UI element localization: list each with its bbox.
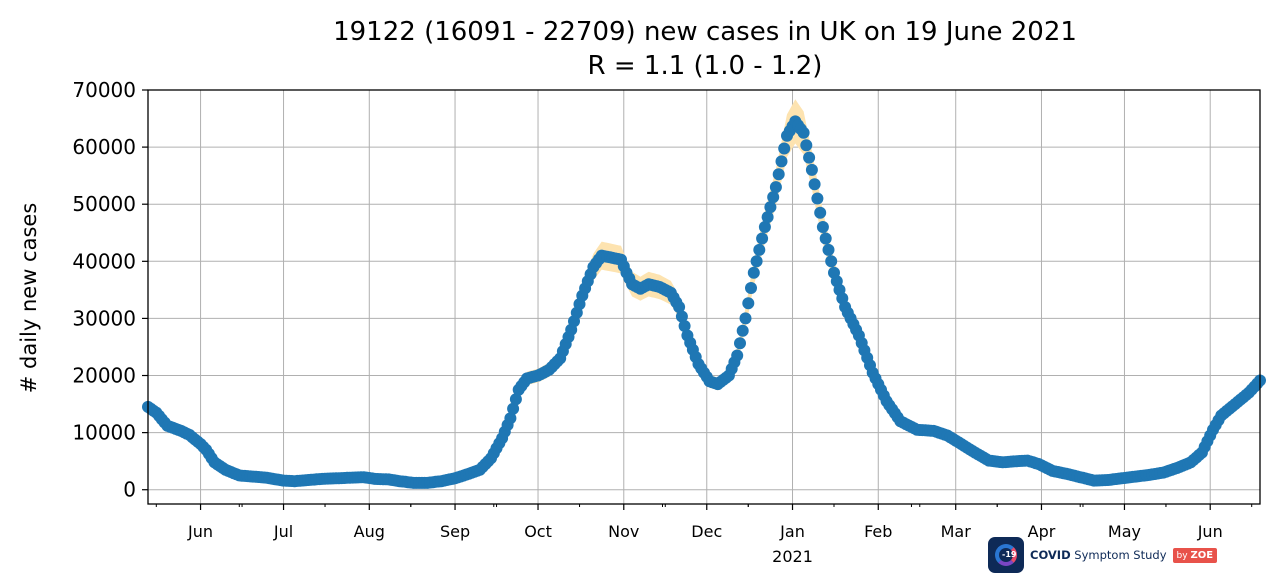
data-point	[509, 393, 522, 406]
y-tick-label: 50000	[72, 192, 136, 216]
y-tick-label: 30000	[72, 306, 136, 330]
data-point	[756, 232, 769, 245]
y-tick-label: 20000	[72, 364, 136, 388]
data-points	[142, 115, 1266, 489]
data-point	[822, 243, 835, 256]
data-point	[814, 206, 827, 219]
data-point	[731, 349, 744, 362]
data-point	[758, 221, 771, 233]
data-point	[778, 142, 791, 155]
data-point	[797, 126, 810, 139]
plot-frame	[147, 89, 1261, 505]
y-tick-label: 40000	[72, 249, 136, 273]
x-tick-label: Sep	[440, 522, 470, 541]
confidence-band-area	[148, 99, 1260, 486]
confidence-band	[148, 99, 1260, 486]
covid-logo-icon: -19	[988, 537, 1024, 573]
x-axis: Jun Jul Aug Sep Oct Nov Dec Jan Feb Mar Apr May Jun	[155, 504, 1253, 541]
data-point	[761, 211, 774, 224]
logo-by-badge: by ZOE	[1172, 547, 1218, 563]
data-point	[750, 255, 763, 268]
y-axis-label: # daily new cases	[17, 203, 41, 394]
data-point	[764, 201, 777, 214]
data-point	[675, 310, 688, 323]
data-point	[825, 255, 838, 268]
logo-brand-rest: Symptom Study	[1074, 548, 1167, 562]
covid-symptom-study-logo: -19 COVID Symptom Study by ZOE	[988, 536, 1218, 574]
data-point	[819, 232, 832, 245]
grid	[148, 89, 1260, 504]
x-tick-label: Nov	[608, 522, 639, 541]
logo-by-text: by	[1176, 550, 1188, 561]
data-point	[811, 192, 824, 205]
logo-icon-text: -19	[1002, 550, 1017, 559]
data-point	[767, 191, 780, 204]
x-tick-label: Jun	[187, 522, 213, 541]
data-point	[745, 282, 757, 294]
x-tick-label: Jun	[1197, 522, 1223, 541]
data-point	[769, 181, 782, 194]
data-point	[678, 320, 691, 332]
x-tick-label: May	[1108, 522, 1141, 541]
y-tick-label: 70000	[72, 78, 136, 102]
data-point	[504, 412, 517, 425]
data-point	[742, 297, 755, 310]
data-point	[803, 151, 816, 164]
data-point	[753, 243, 766, 256]
data-point	[808, 178, 821, 191]
data-point	[772, 168, 785, 181]
y-axis: 0 10000 20000 30000 40000 50000 60000 70000	[72, 78, 148, 502]
data-point	[734, 337, 746, 350]
x-tick-label: Aug	[354, 522, 385, 541]
x-tick-label: Feb	[864, 522, 892, 541]
data-point	[800, 139, 813, 152]
x-tick-label: Jul	[273, 522, 293, 541]
x-tick-label: Mar	[941, 522, 972, 541]
data-point	[507, 402, 520, 415]
logo-text: COVID Symptom Study	[1030, 548, 1167, 562]
y-tick-label: 0	[123, 478, 136, 502]
data-point	[736, 324, 749, 337]
year-label: 2021	[772, 547, 813, 566]
x-tick-label: Jan	[779, 522, 805, 541]
chart-subtitle: R = 1.1 (1.0 - 1.2)	[588, 51, 823, 81]
y-tick-label: 10000	[72, 421, 136, 445]
x-tick-label: Apr	[1028, 522, 1056, 541]
data-point	[775, 155, 788, 168]
data-point	[739, 312, 752, 325]
x-tick-label: Dec	[691, 522, 722, 541]
data-point	[805, 163, 818, 176]
chart-title: 19122 (16091 - 22709) new cases in UK on…	[333, 17, 1077, 47]
y-tick-label: 60000	[72, 135, 136, 159]
data-point	[816, 221, 829, 233]
logo-by-brand: ZOE	[1190, 549, 1214, 561]
logo-brand-bold: COVID	[1030, 548, 1071, 562]
x-tick-label: Oct	[524, 522, 552, 541]
data-point	[673, 301, 686, 313]
data-point	[747, 266, 760, 279]
